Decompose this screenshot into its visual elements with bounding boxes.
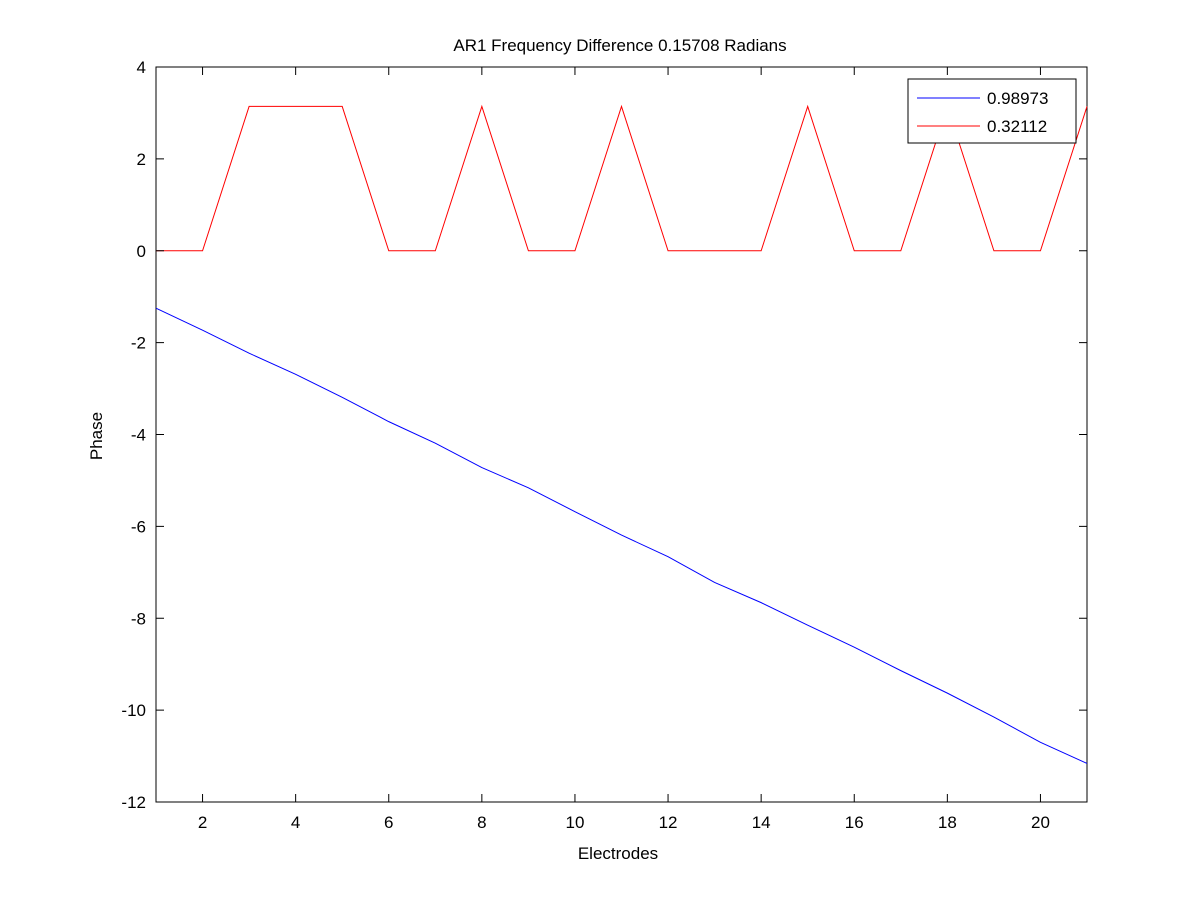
y-axis-label: Phase [87, 412, 106, 460]
y-tick-label: -4 [131, 426, 146, 445]
x-tick-label: 18 [938, 813, 957, 832]
x-tick-label: 20 [1031, 813, 1050, 832]
y-tick-label: 4 [137, 58, 146, 77]
legend-label-series-2: 0.32112 [987, 117, 1047, 136]
x-axis-label: Electrodes [578, 844, 658, 863]
y-tick-label: -10 [121, 701, 146, 720]
y-tick-label: -8 [131, 609, 146, 628]
x-tick-label: 12 [659, 813, 678, 832]
series-line-1 [155, 307, 1088, 764]
series-line-2 [156, 104, 1088, 252]
y-tick-label: -2 [131, 334, 146, 353]
series-layer [155, 104, 1088, 764]
y-tick-label: 2 [137, 150, 146, 169]
x-tick-label: 4 [291, 813, 300, 832]
x-tick-label: 6 [384, 813, 393, 832]
y-axis-ticks: -12 -10 -8 -6 -4 -2 0 2 4 [121, 58, 1087, 812]
plot-area [155, 66, 1088, 803]
chart-title: AR1 Frequency Difference 0.15708 Radians [453, 36, 786, 55]
legend-label-series-1: 0.98973 [987, 89, 1048, 108]
x-tick-label: 14 [752, 813, 771, 832]
x-tick-label: 8 [477, 813, 486, 832]
y-tick-label: 0 [137, 242, 146, 261]
x-tick-label: 10 [565, 813, 584, 832]
axes-box [155, 66, 1088, 803]
x-tick-label: 16 [845, 813, 864, 832]
y-tick-label: -12 [121, 793, 146, 812]
legend: 0.98973 0.32112 [907, 78, 1077, 144]
legend-box [907, 78, 1077, 144]
x-tick-label: 2 [198, 813, 207, 832]
y-tick-label: -6 [131, 517, 146, 536]
x-axis-ticks: 2 4 6 8 10 12 14 16 18 20 [198, 67, 1050, 832]
